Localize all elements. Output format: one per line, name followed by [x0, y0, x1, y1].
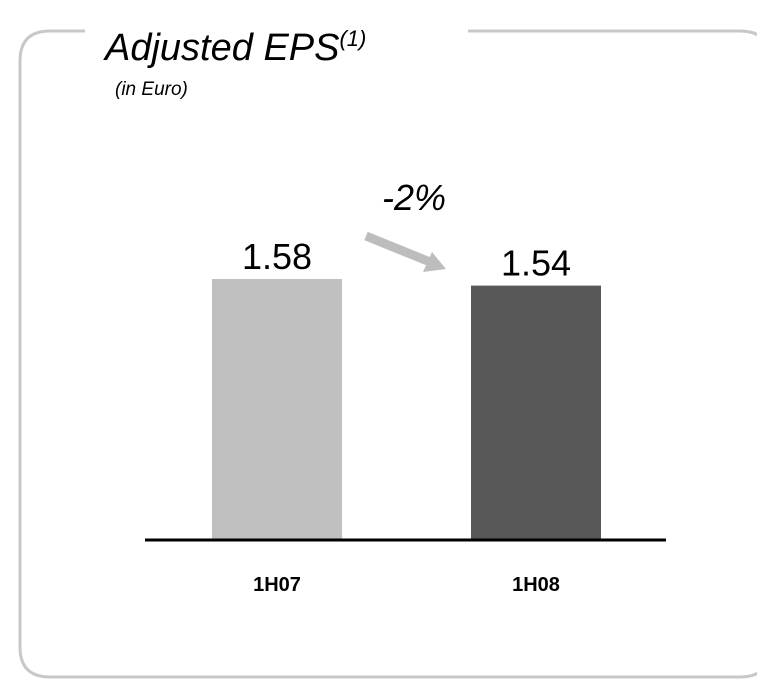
- bar: [471, 285, 601, 540]
- category-label: 1H08: [512, 574, 560, 596]
- title-note: (1): [339, 26, 366, 51]
- value-label: 1.54: [501, 243, 571, 284]
- panel-border: [18, 29, 757, 679]
- title-text: Adjusted EPS: [103, 27, 339, 69]
- change-annotation: -2%: [382, 177, 446, 218]
- category-label: 1H07: [253, 574, 301, 596]
- chart-title: Adjusted EPS(1): [103, 26, 366, 69]
- change-arrow-shaft: [364, 231, 432, 267]
- change-arrow-head: [423, 252, 446, 272]
- subtitle: (in Euro): [115, 79, 188, 100]
- bar: [212, 279, 342, 540]
- value-label: 1.58: [242, 236, 312, 277]
